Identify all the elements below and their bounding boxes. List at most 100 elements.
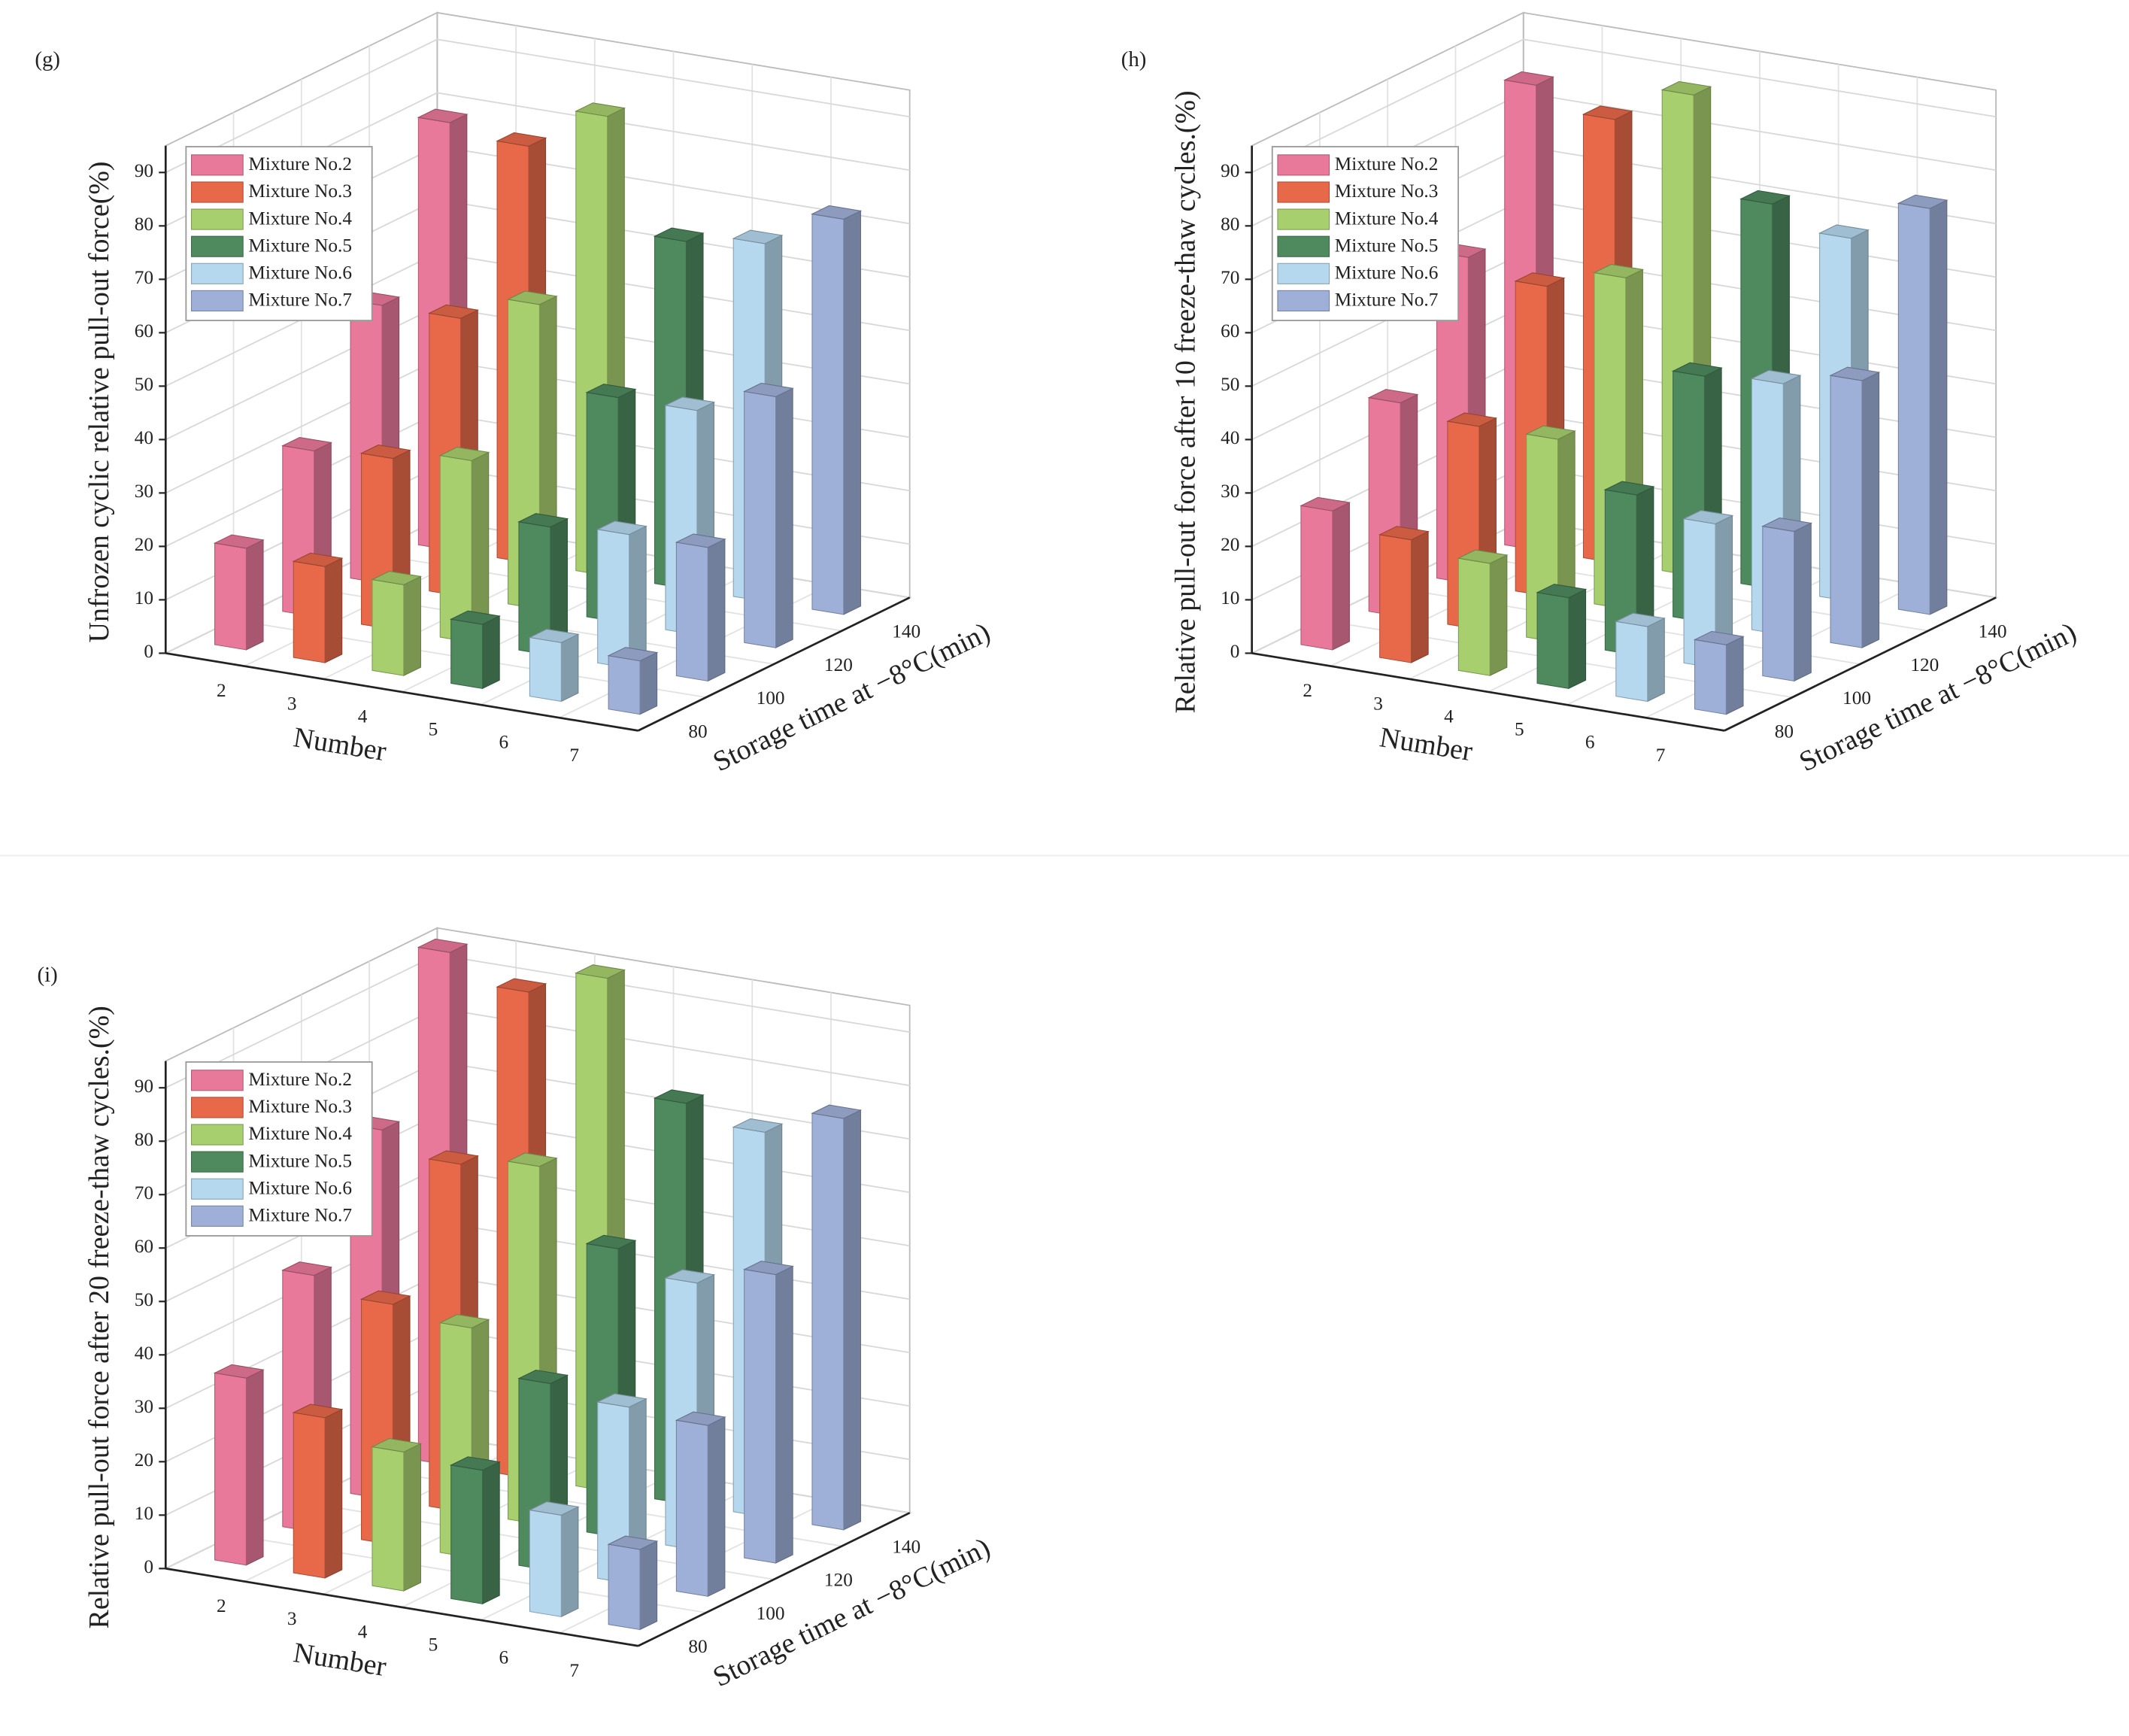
- bar: [1694, 639, 1727, 715]
- y-tick-label: 40: [1221, 427, 1239, 448]
- depth-tick-label: 120: [824, 1570, 853, 1591]
- bar: [811, 213, 845, 615]
- bar-group: [449, 610, 501, 690]
- bar-top: [281, 1261, 333, 1276]
- bar-top: [607, 1535, 659, 1550]
- bar-top: [1593, 263, 1645, 278]
- bar-top: [1750, 369, 1802, 384]
- bar-top: [596, 1393, 647, 1408]
- y-tick-label: 90: [135, 1076, 153, 1097]
- bar-top: [1300, 496, 1351, 511]
- legend-swatch: [191, 1178, 244, 1200]
- bar-top: [506, 290, 558, 305]
- bar-group: [811, 1104, 863, 1531]
- bar-side: [629, 525, 647, 669]
- bar-side: [1489, 554, 1508, 677]
- legend-label: Mixture No.7: [1335, 290, 1439, 311]
- legend-swatch: [1277, 235, 1330, 257]
- bar-top: [653, 227, 705, 242]
- bar-group: [359, 1290, 411, 1546]
- bar-group: [449, 1456, 501, 1605]
- bar-group: [517, 513, 569, 656]
- y-tick-label: 50: [1221, 374, 1239, 395]
- bar-side: [324, 557, 343, 663]
- bar: [450, 1464, 484, 1604]
- bar-top: [1897, 194, 1949, 209]
- bar-top: [1524, 425, 1576, 440]
- bar: [811, 1112, 845, 1531]
- bar-top: [517, 513, 569, 528]
- legend-swatch: [1277, 290, 1330, 312]
- legend-label: Mixture No.6: [1335, 263, 1439, 284]
- bar-side: [775, 1265, 793, 1564]
- depth-tick-label: 100: [1842, 687, 1871, 709]
- y-tick-label: 40: [135, 427, 153, 448]
- x-axis: [165, 1568, 638, 1647]
- bar-group: [742, 1261, 794, 1564]
- depth-tick-label: 80: [1775, 721, 1794, 742]
- x-tick-label: 6: [1585, 732, 1595, 753]
- y-axis-title: Relative pull-out force after 20 freeze-…: [83, 1006, 115, 1628]
- legend-label: Mixture No.6: [248, 263, 352, 284]
- bar: [529, 1509, 562, 1618]
- legend-label: Mixture No.5: [248, 1150, 352, 1171]
- bar-group: [213, 534, 265, 651]
- bar-side: [639, 651, 658, 715]
- bar-top: [213, 534, 265, 549]
- bar: [214, 1372, 247, 1566]
- bar-group: [1682, 510, 1734, 669]
- bar-top: [1603, 481, 1655, 496]
- y-tick-label: 30: [1221, 481, 1239, 502]
- bar-top: [675, 533, 726, 548]
- bar-side: [560, 633, 579, 703]
- bar: [744, 390, 777, 648]
- bar-top: [213, 1364, 265, 1379]
- bar: [608, 655, 641, 715]
- bar-top: [449, 610, 501, 625]
- bar-group: [607, 647, 659, 715]
- bar-top: [417, 938, 469, 953]
- y-tick-label: 20: [135, 534, 153, 555]
- bar-top: [1582, 105, 1633, 120]
- bar-group: [371, 1437, 423, 1592]
- x-tick-label: 4: [1444, 706, 1454, 727]
- figure-content: 010203040506070809023456780100120140Unfr…: [0, 11, 2129, 1693]
- legend-label: Mixture No.4: [248, 1123, 352, 1144]
- bar-top: [292, 1404, 344, 1419]
- bar-top: [438, 1313, 490, 1329]
- x-tick-label: 3: [287, 693, 297, 714]
- bar: [1615, 621, 1648, 703]
- depth-tick-label: 140: [1979, 621, 2007, 642]
- x-tick-label: 2: [1303, 680, 1312, 701]
- bar-top: [1660, 80, 1712, 96]
- bar-top: [506, 1152, 558, 1167]
- y-tick-label: 50: [135, 1289, 153, 1310]
- bar-top: [575, 102, 626, 117]
- bar-top: [1615, 612, 1667, 627]
- legend-label: Mixture No.4: [1335, 208, 1439, 229]
- legend-swatch: [191, 1151, 244, 1173]
- legend-label: Mixture No.2: [1335, 153, 1439, 175]
- bar-group: [811, 205, 863, 615]
- y-tick-label: 80: [135, 214, 153, 235]
- bar: [529, 636, 562, 703]
- bar: [1762, 526, 1795, 682]
- bar-group: [675, 1411, 726, 1598]
- y-tick-label: 70: [1221, 267, 1239, 288]
- bar-top: [1671, 362, 1723, 377]
- bar-top: [1514, 272, 1566, 287]
- depth-tick-label: 100: [757, 1603, 785, 1624]
- legend-swatch: [191, 263, 244, 284]
- bar-side: [707, 1416, 726, 1598]
- legend-label: Mixture No.5: [248, 235, 352, 256]
- bar-side: [775, 387, 793, 649]
- bar-side: [245, 539, 264, 651]
- y-axis-title: Unfrozen cyclic relative pull-out force(…: [83, 161, 115, 642]
- bar-top: [732, 1118, 784, 1133]
- bar-side: [707, 538, 726, 682]
- panel: 0 10 20 30 40 50 60 70 80 90 2 3 4 5 6 7 80 100 120 140 Unfr…: [35, 11, 995, 778]
- bar-top: [359, 1290, 411, 1305]
- panel-label: (g): [35, 47, 60, 71]
